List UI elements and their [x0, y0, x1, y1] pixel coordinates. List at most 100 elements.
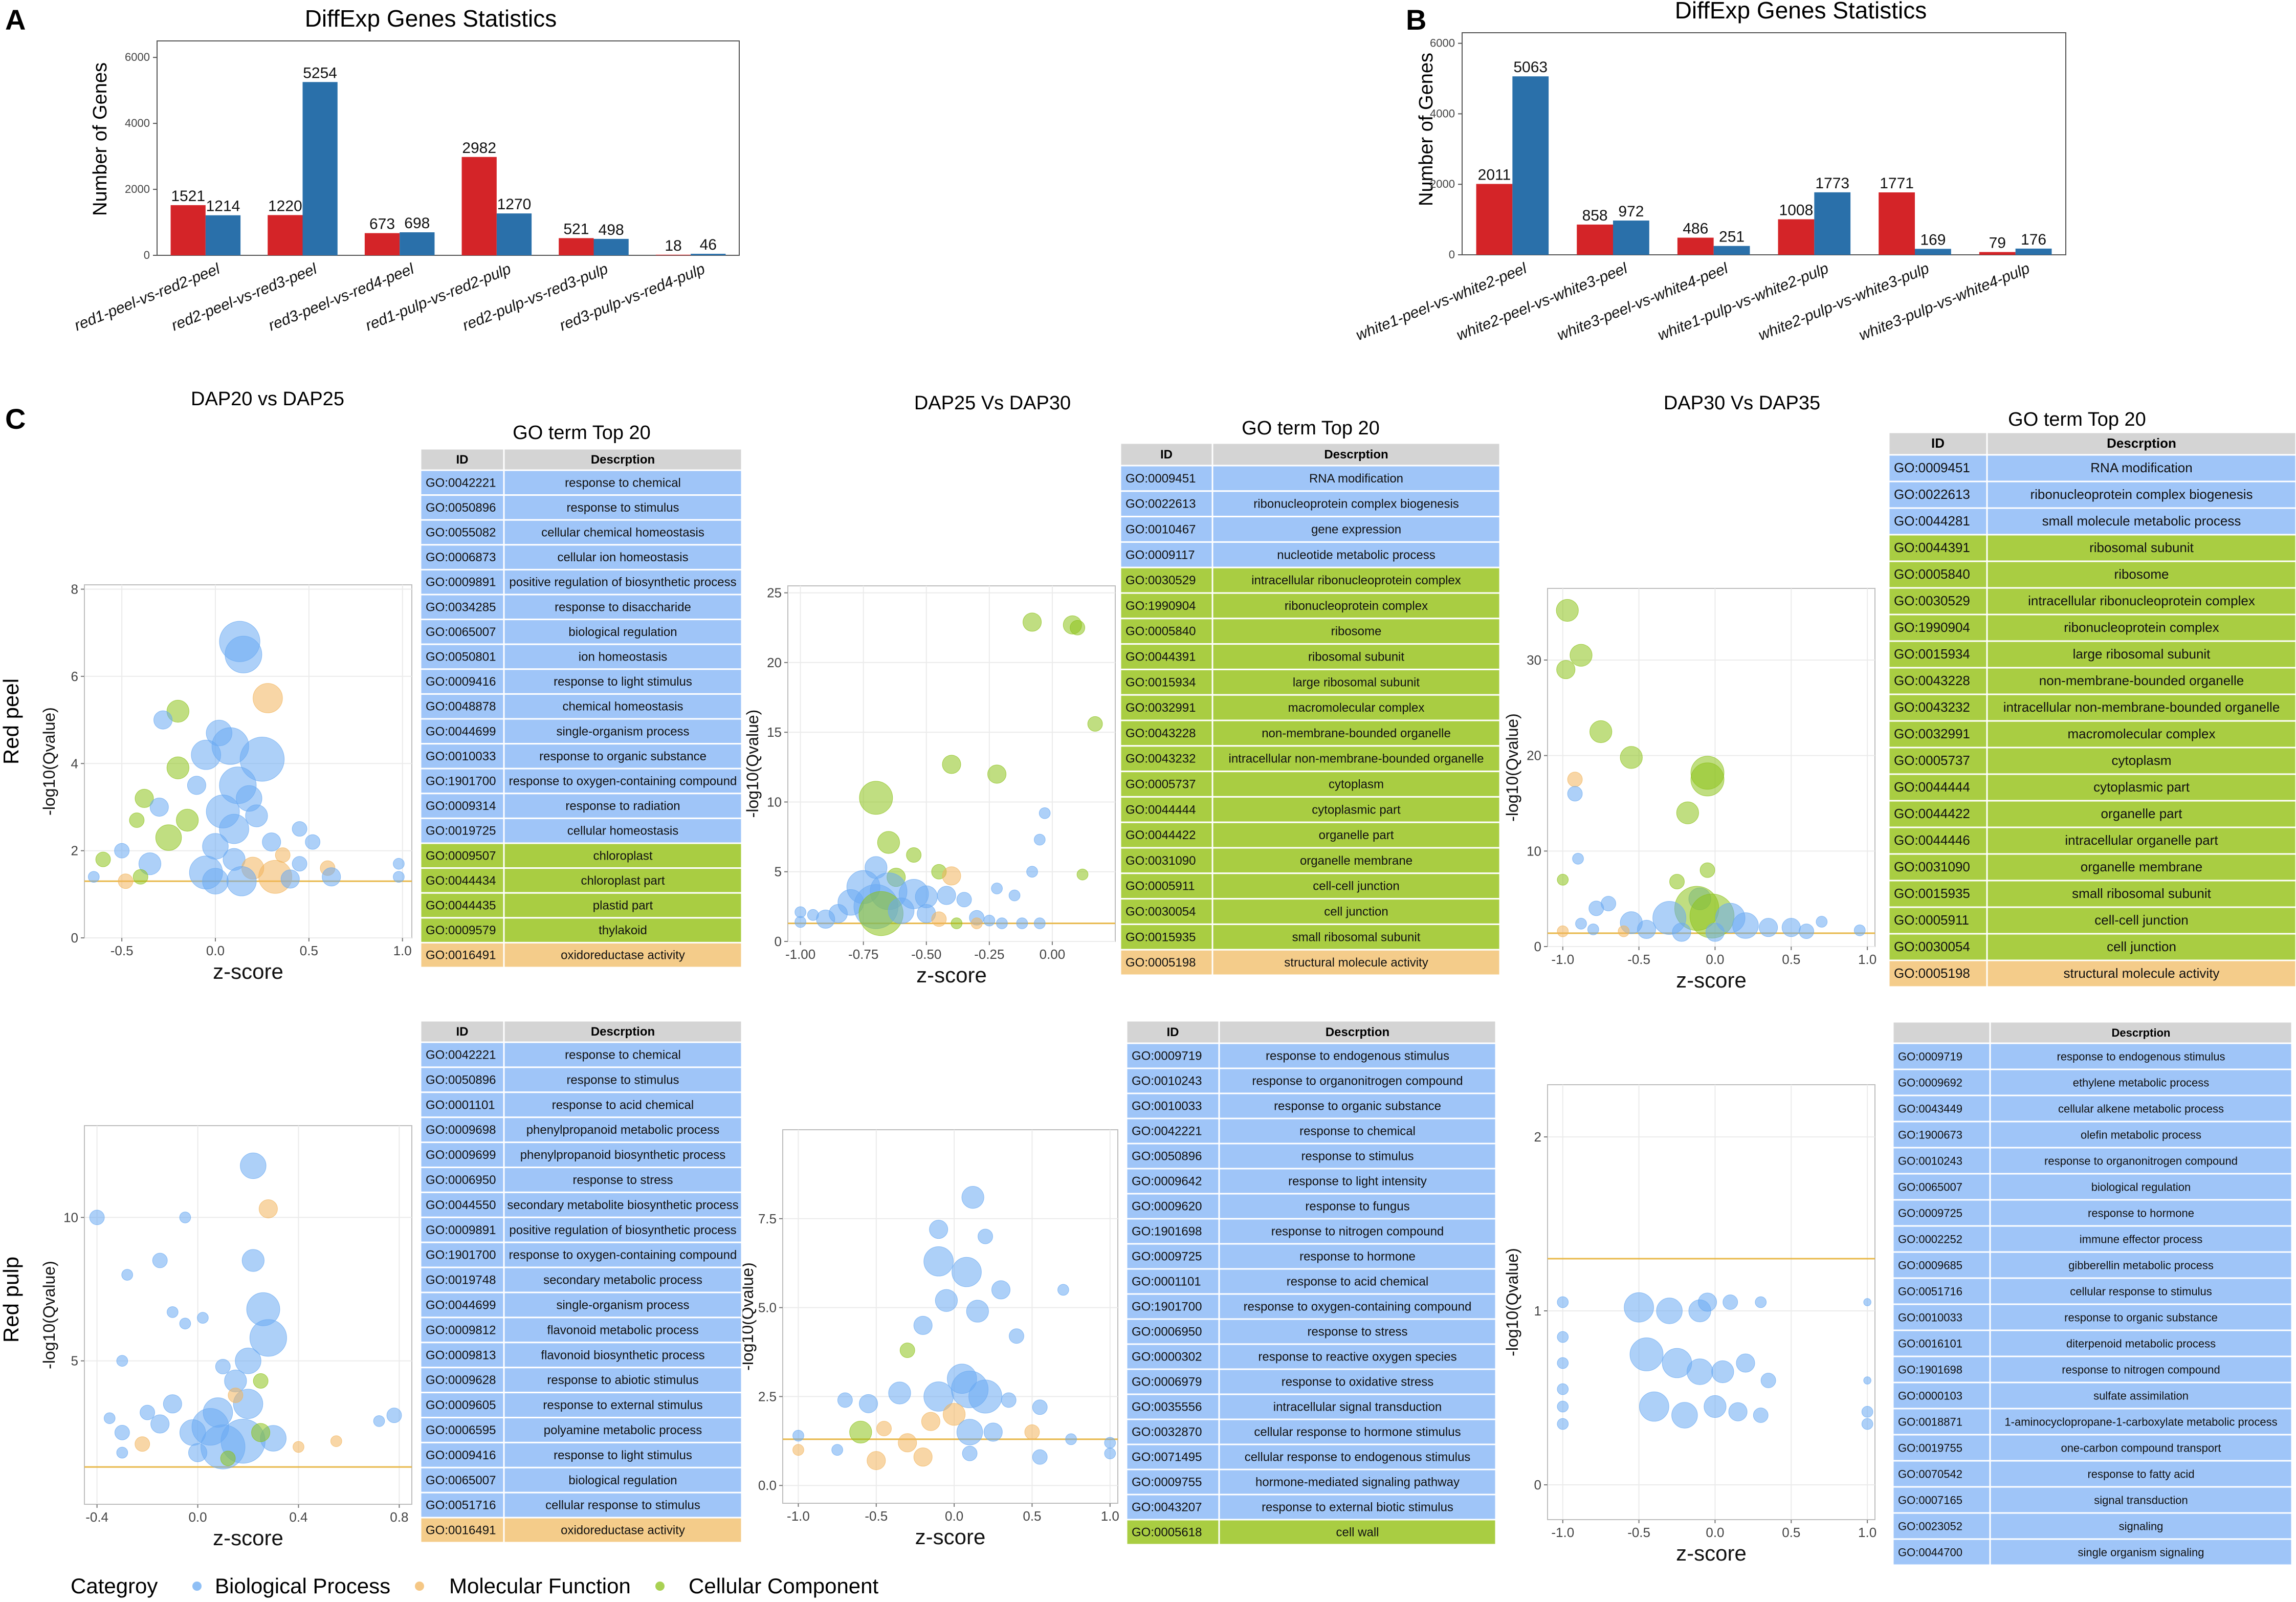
bubble-bp	[991, 1280, 1011, 1300]
table-cell-desc-bg	[503, 917, 743, 943]
bubble-bp	[1057, 1284, 1069, 1296]
bubble-cc	[135, 788, 154, 808]
go-description: cell-cell junction	[2094, 912, 2189, 928]
y-tick-label: 4000	[1430, 107, 1455, 120]
legend-marker-biological-process	[192, 1582, 202, 1591]
go-description: response to stress	[1307, 1325, 1407, 1339]
table-cell-id-bg	[1119, 719, 1213, 747]
y-tick-label: 0	[71, 930, 78, 946]
bubble-bp	[831, 1444, 843, 1456]
go-description: organelle part	[2101, 806, 2183, 821]
bubble-bp	[1008, 889, 1021, 902]
go-id: GO:0006979	[1132, 1375, 1202, 1389]
plot-frame	[1462, 32, 2066, 255]
go-id: GO:0015934	[1894, 646, 1970, 662]
bubble-bp	[923, 1381, 954, 1412]
bar-value-label: 176	[2021, 231, 2046, 248]
bubble-bp	[794, 906, 806, 918]
table-header-description: Descrption	[591, 1025, 655, 1039]
go-id: GO:0005840	[1125, 625, 1196, 639]
table-cell-id-bg	[420, 1216, 505, 1243]
bubble-bp	[1104, 1447, 1116, 1459]
bubble-bp	[1723, 1294, 1738, 1310]
go-id: GO:0019725	[426, 824, 496, 838]
go-id: GO:0005618	[1132, 1526, 1202, 1540]
go-id: GO:0051716	[426, 1499, 496, 1512]
table-cell-id-bg	[1125, 1418, 1220, 1445]
bubble-bp	[1639, 1391, 1669, 1422]
table-cell-desc-bg	[1989, 1277, 2293, 1305]
table-cell-desc-bg	[1218, 1193, 1497, 1220]
table-cell-desc-bg	[1211, 745, 1501, 773]
table-cell-desc-bg	[503, 594, 743, 621]
table-cell-desc-bg	[503, 1291, 743, 1319]
bubble-bp	[1711, 1360, 1734, 1384]
go-description: response to external stimulus	[543, 1398, 702, 1412]
go-id: GO:0044700	[1898, 1546, 1962, 1559]
x-axis-label: z-score	[916, 963, 987, 987]
table-cell-desc-bg	[503, 892, 743, 919]
table-cell-desc-bg	[1211, 566, 1501, 594]
table-cell-desc-bg	[1218, 1393, 1497, 1420]
bubble-bp	[138, 852, 162, 875]
bubble-bp	[1656, 1298, 1683, 1324]
bubble-bp	[1732, 912, 1759, 939]
go-description: ribosome	[2114, 566, 2169, 582]
y-tick-label: 2.5	[758, 1389, 777, 1404]
table-cell-desc-bg	[503, 1316, 743, 1344]
go-id: GO:0044422	[1125, 828, 1196, 842]
bubble-cc	[1620, 746, 1643, 769]
go-id: GO:0007165	[1898, 1494, 1962, 1507]
table-cell-id-bg	[1892, 1512, 1991, 1540]
go-id: GO:0009314	[426, 799, 496, 813]
go-description: signal transduction	[2094, 1494, 2188, 1507]
bubble-bp	[1026, 866, 1038, 878]
y-axis-label: -log10(Qvalue)	[1503, 1248, 1521, 1356]
table-cell-desc-bg	[1989, 1434, 2293, 1462]
go-description: macromolecular complex	[2068, 726, 2216, 741]
bubble-bp	[179, 1318, 191, 1330]
go-description: gibberellin metabolic process	[2068, 1259, 2214, 1272]
bar-up	[1476, 184, 1513, 255]
table-header-id: ID	[1167, 1025, 1179, 1039]
table-cell-desc-bg	[503, 1191, 743, 1218]
table-cell-desc-bg	[1989, 1094, 2293, 1123]
go-description: single-organism process	[556, 1298, 689, 1312]
bubble-bp	[292, 821, 307, 837]
table-cell-id-bg	[420, 1517, 505, 1544]
bubble-bp	[1575, 917, 1587, 930]
go-description: response to light intensity	[1288, 1175, 1427, 1189]
table-cell-id-bg	[1892, 1329, 1991, 1357]
table-header-cell	[1892, 1021, 1991, 1044]
bubble-bp	[225, 635, 262, 673]
bubble-bp	[1557, 1296, 1569, 1308]
table-cell-desc-bg	[1989, 1225, 2293, 1253]
go-id: GO:0051716	[1898, 1285, 1962, 1298]
bar-value-label: 673	[369, 216, 395, 233]
table-cell-id-bg	[1892, 1277, 1991, 1305]
go-id: GO:0035556	[1132, 1400, 1202, 1414]
bar-up	[1979, 252, 2016, 255]
table-cell-desc-bg	[1986, 693, 2296, 722]
bubble-cc	[1676, 801, 1699, 824]
bubble-bp	[187, 776, 206, 795]
legend-label-cellular-component: Cellular Component	[689, 1574, 879, 1598]
bubble-bp	[913, 1315, 933, 1335]
go-description: response to nitrogen compound	[1271, 1225, 1444, 1239]
table-cell-id-bg	[1125, 1042, 1220, 1069]
go-id: GO:0009698	[426, 1123, 496, 1137]
go-id: GO:0022613	[1894, 487, 1970, 502]
bubble-bp	[1698, 1292, 1717, 1312]
go-description: phenylpropanoid metabolic process	[526, 1123, 720, 1137]
bubble-mf	[913, 1447, 933, 1467]
go-id: GO:1901698	[1132, 1225, 1202, 1239]
table-cell-desc-bg	[1211, 516, 1501, 543]
bubble-bp	[1001, 1392, 1017, 1408]
go-description: cellular chemical homeostasis	[541, 526, 704, 540]
table-cell-desc-bg	[1989, 1460, 2293, 1488]
go-description: large ribosomal subunit	[2073, 646, 2211, 662]
category-legend: Categroy Biological Process Molecular Fu…	[71, 1574, 879, 1598]
y-tick-label: 10	[1527, 843, 1541, 859]
table-cell-desc-bg	[1211, 847, 1501, 874]
table-cell-id-bg	[1888, 880, 1988, 908]
